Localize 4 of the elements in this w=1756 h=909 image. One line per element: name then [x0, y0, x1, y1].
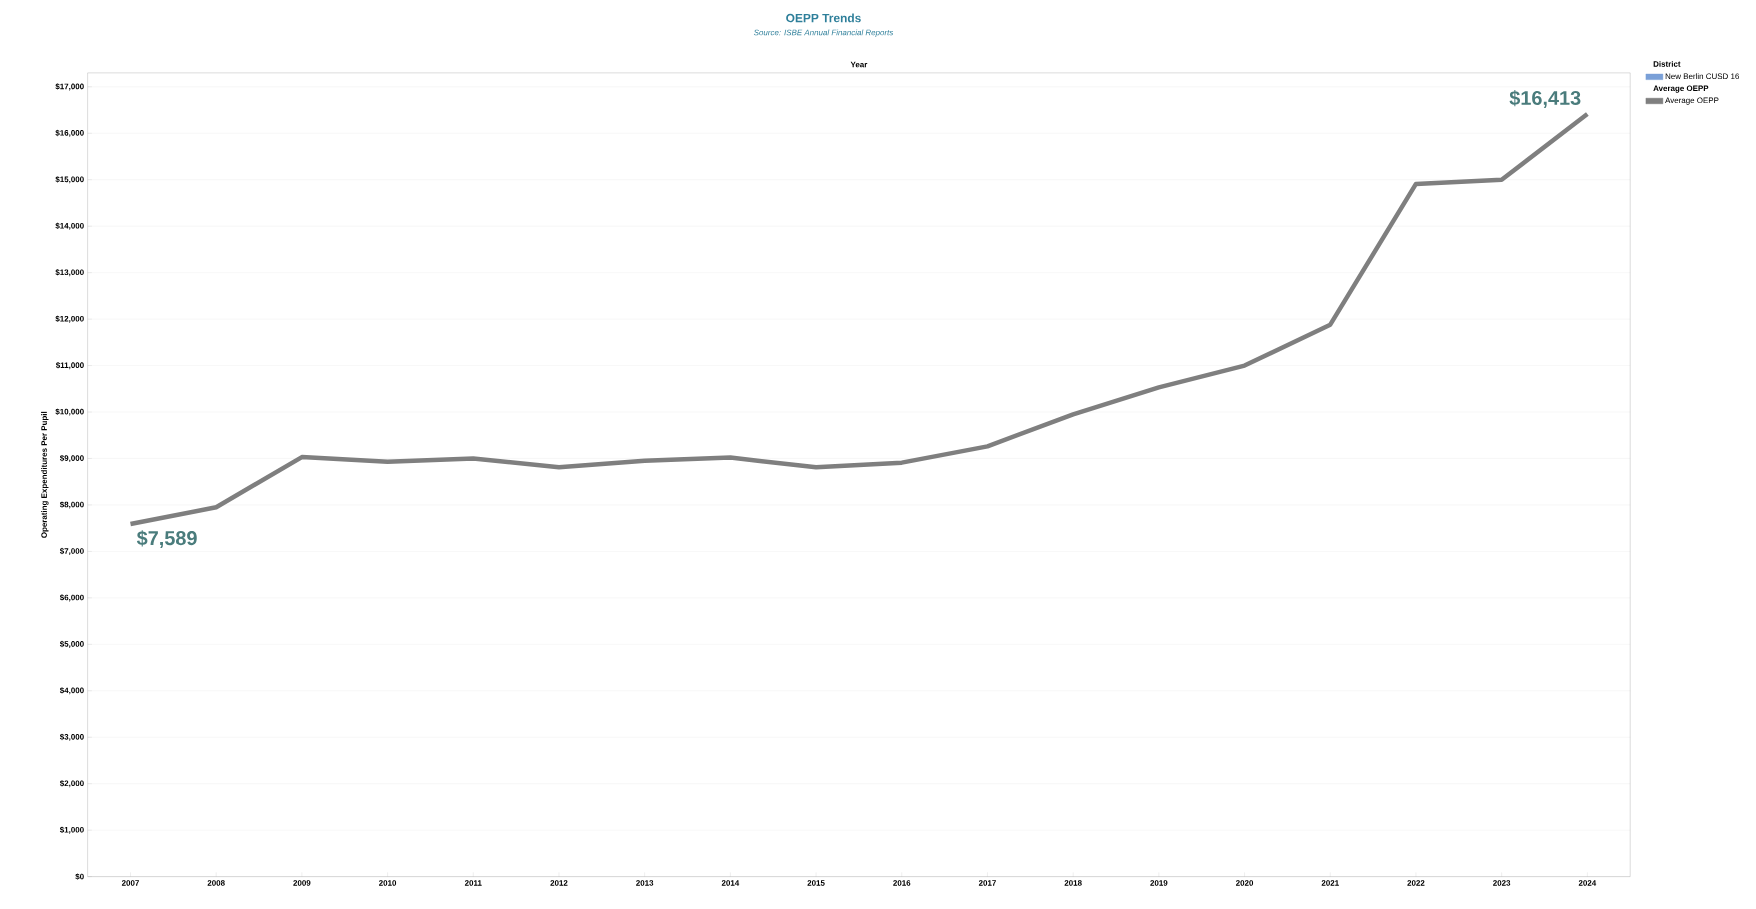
line-series: [128, 112, 1590, 527]
annotation: $16,413: [1509, 90, 1581, 109]
annotation: $7,589: [136, 530, 197, 549]
chart-title: OEPP Trends: [786, 13, 861, 23]
